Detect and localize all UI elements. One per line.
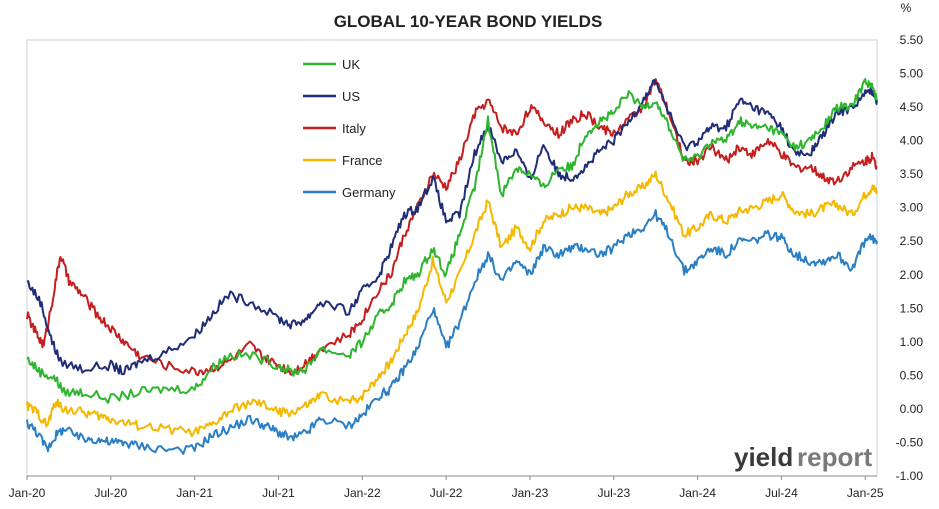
legend-label-germany: Germany [342, 185, 396, 200]
y-axis-unit: % [901, 1, 912, 15]
y-tick-label: 4.50 [900, 100, 924, 114]
legend-label-italy: Italy [342, 121, 366, 136]
yieldreport-logo: yield report [734, 442, 872, 472]
x-tick-label: Jul-21 [262, 486, 295, 500]
y-tick-label: 1.50 [900, 301, 924, 315]
x-tick-label: Jul-23 [597, 486, 630, 500]
y-tick-label: -0.50 [896, 435, 924, 449]
legend-label-us: US [342, 89, 360, 104]
legend: UK US Italy France Germany [303, 57, 396, 200]
series-line-italy [26, 78, 878, 377]
y-tick-label: 1.00 [900, 335, 924, 349]
series-line-us [26, 79, 878, 376]
y-tick-label: 0.00 [900, 402, 924, 416]
x-tick-label: Jan-24 [679, 486, 716, 500]
y-axis-ticks: 5.50 5.00 4.50 4.00 3.50 3.00 2.50 2.00 1.50 1.00… [896, 33, 924, 483]
y-tick-label: 5.00 [900, 67, 924, 81]
series-line-germany [26, 209, 878, 455]
y-tick-label: 2.50 [900, 234, 924, 248]
logo-text-part1: yield [734, 442, 793, 472]
x-tick-label: Jan-25 [847, 486, 884, 500]
y-tick-label: 4.00 [900, 134, 924, 148]
legend-label-france: France [342, 153, 382, 168]
legend-label-uk: UK [342, 57, 360, 72]
series-lines [26, 78, 878, 455]
x-tick-label: Jul-20 [94, 486, 127, 500]
x-tick-label: Jul-24 [765, 486, 798, 500]
chart-title: GLOBAL 10-YEAR BOND YIELDS [334, 12, 603, 31]
x-tick-label: Jan-21 [176, 486, 213, 500]
logo-text-part2: report [797, 442, 872, 472]
y-tick-label: 0.50 [900, 368, 924, 382]
y-tick-label: 5.50 [900, 33, 924, 47]
y-tick-label: 3.00 [900, 201, 924, 215]
y-tick-label: 3.50 [900, 167, 924, 181]
x-tick-label: Jan-23 [512, 486, 549, 500]
x-tick-label: Jan-22 [344, 486, 381, 500]
series-line-france [26, 170, 878, 438]
series-line-uk [26, 78, 878, 404]
x-tick-label: Jan-20 [9, 486, 46, 500]
y-tick-label: -1.00 [896, 469, 924, 483]
x-tick-label: Jul-22 [430, 486, 463, 500]
y-tick-label: 2.00 [900, 268, 924, 282]
x-axis-ticks: Jan-20 Jul-20 Jan-21 Jul-21 Jan-22 Jul-22 Jan-… [9, 476, 884, 500]
